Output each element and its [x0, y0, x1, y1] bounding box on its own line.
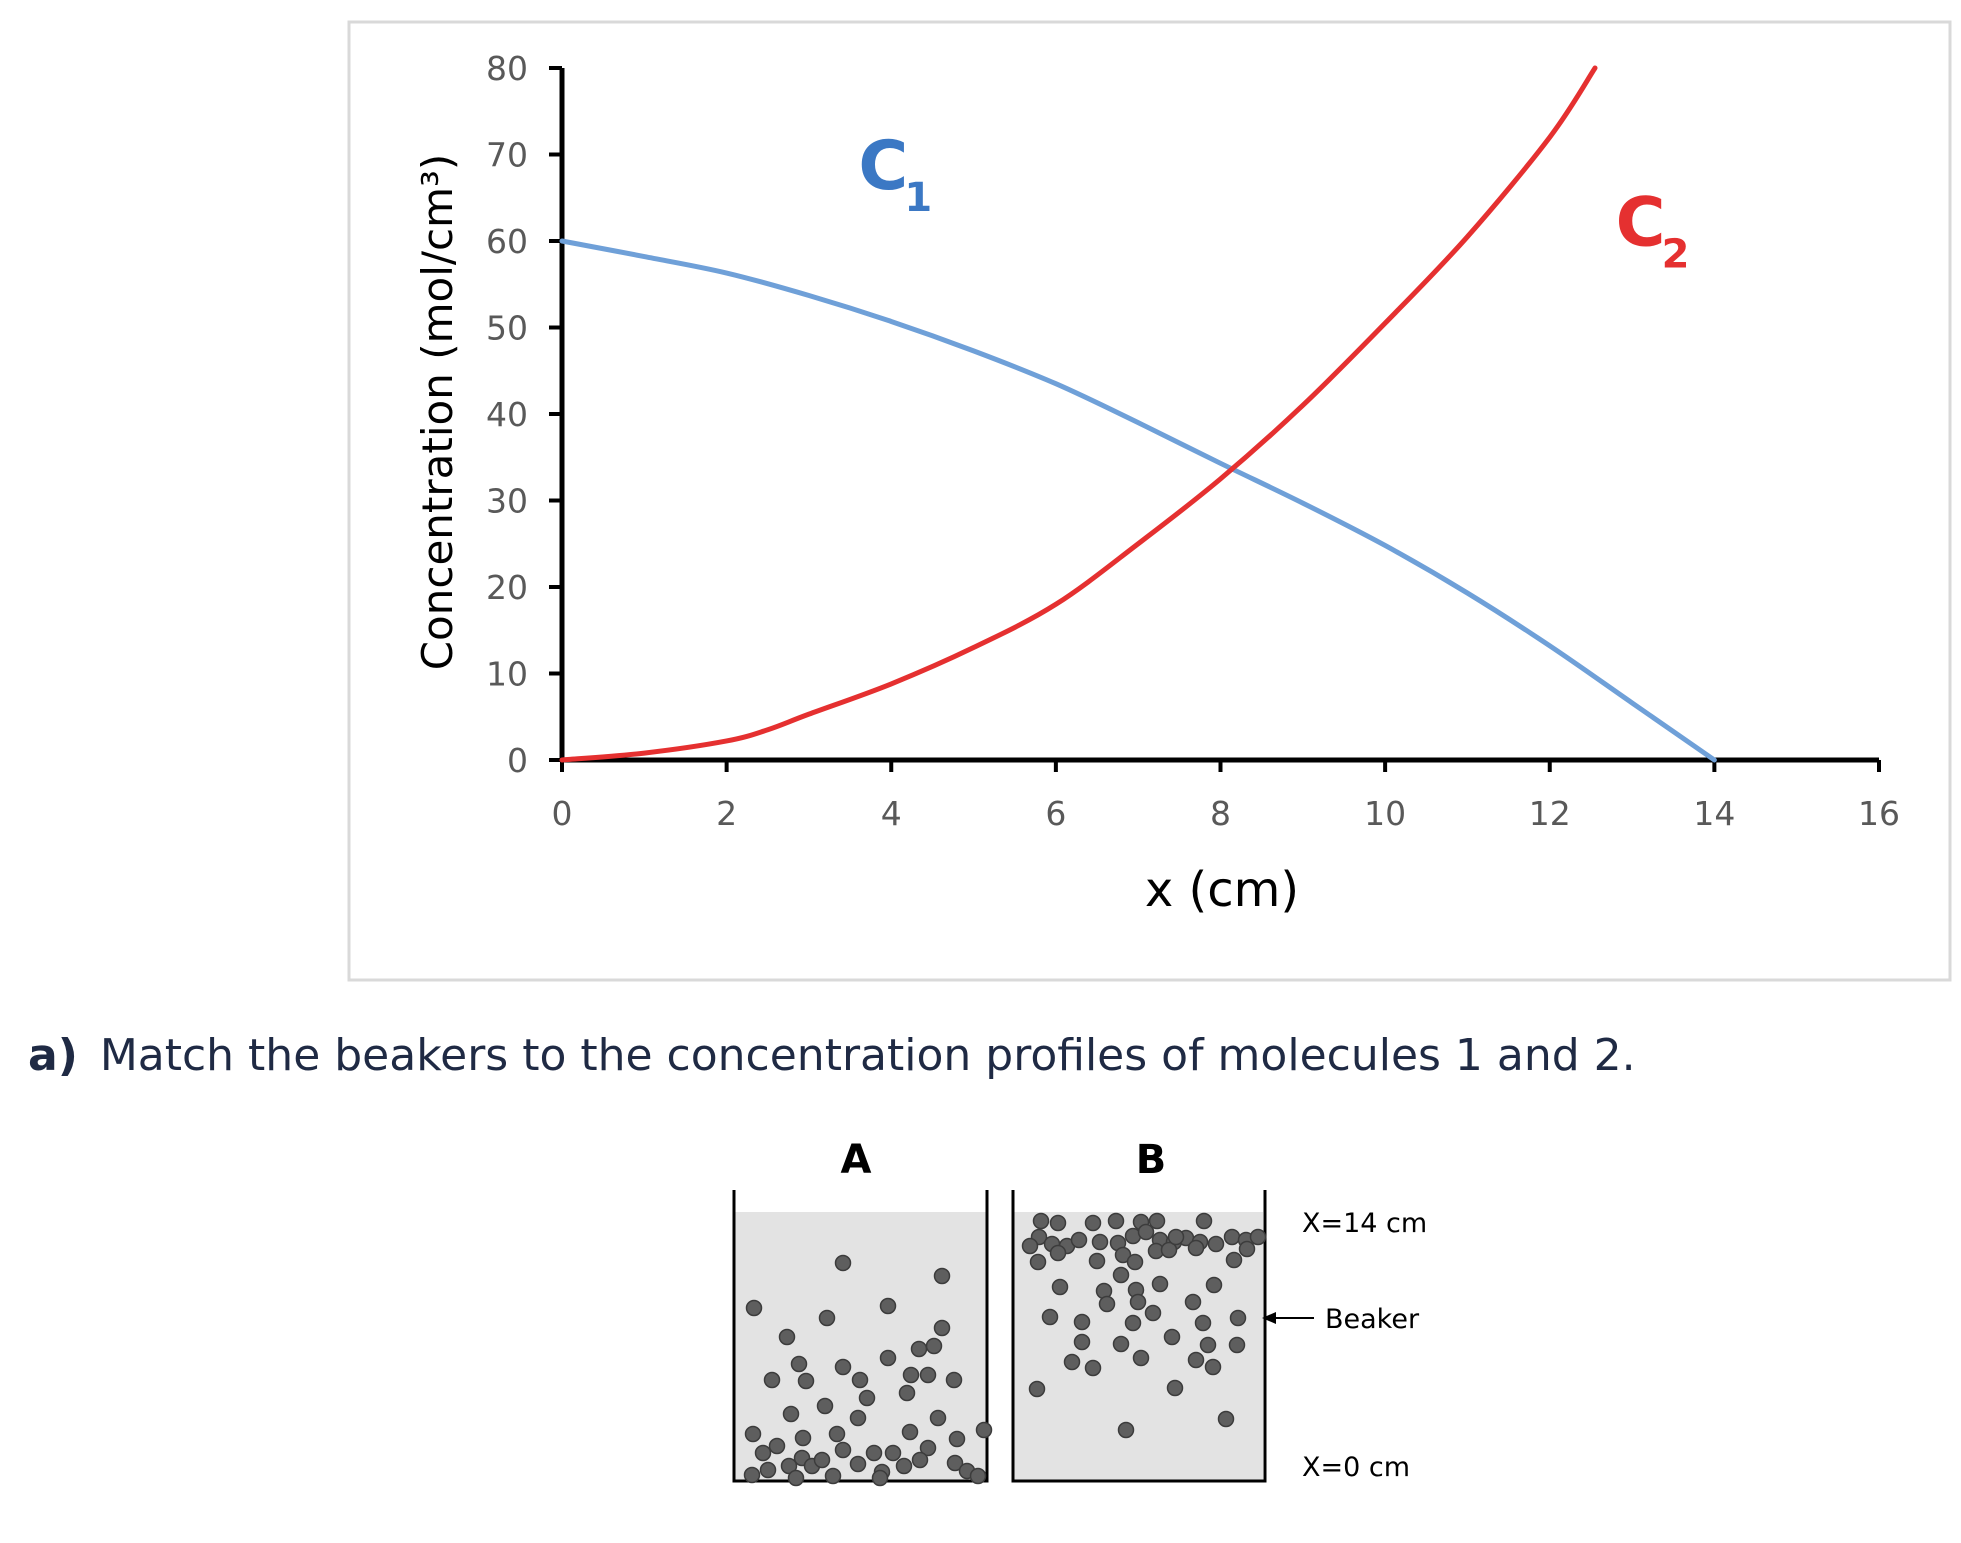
series-label-subscript-c1: 1 — [904, 175, 932, 221]
question-text-block: a) Match the beakers to the concentration… — [28, 1030, 1636, 1081]
x-tick-label: 16 — [1858, 794, 1900, 833]
series-label-c1: C — [858, 127, 908, 206]
y-axis-label: Concentration (mol/cm³) — [413, 154, 462, 671]
y-tick-label: 0 — [507, 741, 528, 780]
x-tick-label: 12 — [1529, 794, 1571, 833]
y-tick-label: 20 — [486, 568, 528, 607]
x-tick-label: 8 — [1210, 794, 1231, 833]
x-tick-label: 10 — [1364, 794, 1406, 833]
x-tick-label: 0 — [552, 794, 573, 833]
x-tick-label: 4 — [881, 794, 902, 833]
question-label: a) — [28, 1030, 78, 1081]
series-lines — [559, 65, 1717, 763]
x-axis-label: x (cm) — [1145, 862, 1299, 918]
chart-frame — [347, 20, 1952, 982]
x-tick-label: 6 — [1045, 794, 1066, 833]
y-tick-label: 10 — [486, 655, 528, 694]
series-label-c2: C — [1616, 183, 1666, 262]
y-tick-label: 30 — [486, 482, 528, 521]
series-label-subscript-c2: 2 — [1662, 231, 1690, 277]
series-line-c2 — [559, 65, 1598, 763]
series-labels: C1 C2 — [858, 127, 1689, 277]
y-tick-label: 80 — [486, 49, 528, 88]
y-tick-label: 40 — [486, 395, 528, 434]
question-text: Match the beakers to the concentration p… — [99, 1030, 1636, 1081]
y-tick-label: 60 — [486, 222, 528, 261]
y-tick-label: 50 — [486, 309, 528, 348]
y-tick-label: 70 — [486, 136, 528, 175]
x-tick-label: 14 — [1693, 794, 1735, 833]
series-line-c1 — [559, 238, 1717, 763]
x-tick-label: 2 — [716, 794, 737, 833]
